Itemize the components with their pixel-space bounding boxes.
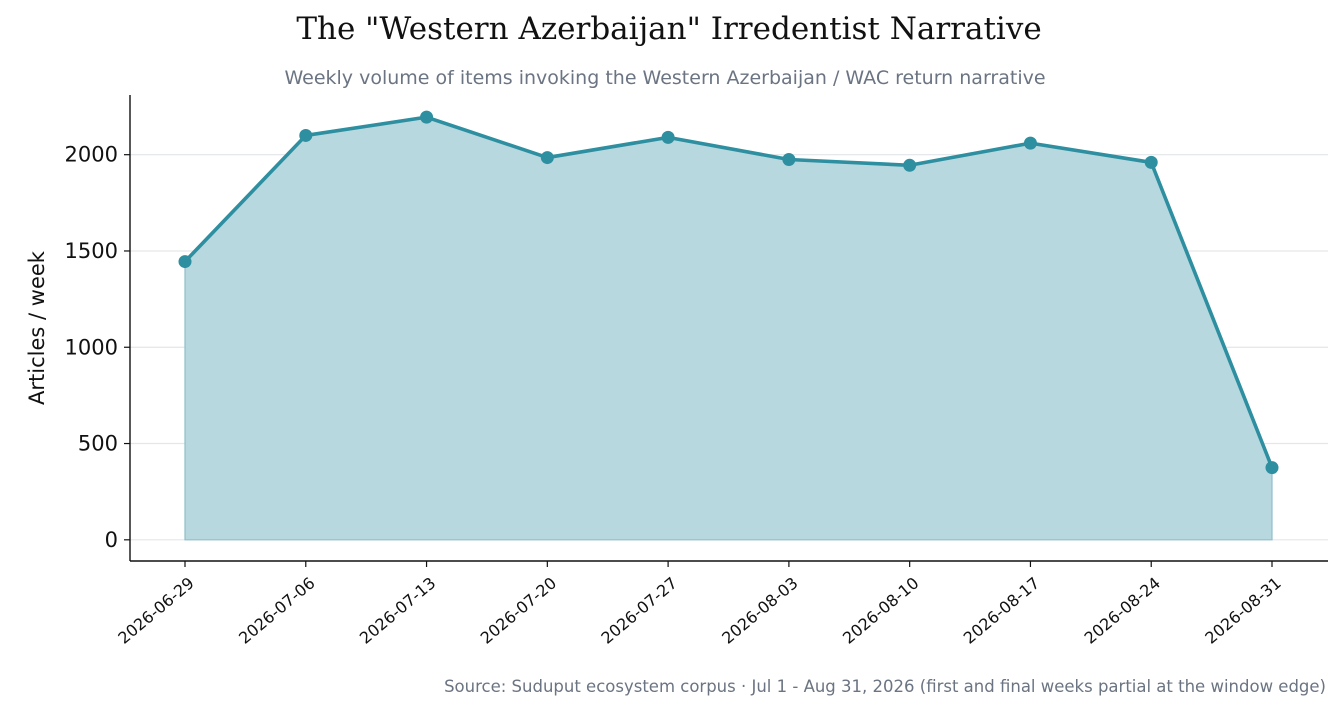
x-tick-label: 2026-07-20 bbox=[477, 573, 560, 647]
y-tick-label: 0 bbox=[105, 528, 118, 552]
data-points bbox=[178, 110, 1279, 475]
area-fill-layer bbox=[184, 116, 1273, 541]
data-point bbox=[178, 255, 192, 269]
x-tick-label: 2026-07-27 bbox=[597, 573, 680, 647]
y-tick-label: 1000 bbox=[65, 335, 118, 359]
source-note: Source: Suduput ecosystem corpus · Jul 1… bbox=[444, 677, 1326, 696]
series-line bbox=[183, 115, 1274, 469]
data-point bbox=[661, 130, 675, 144]
y-axis-ticks: 0 500 1000 1500 2000 bbox=[65, 143, 130, 552]
data-point bbox=[1023, 136, 1037, 150]
x-tick-label: 2026-07-06 bbox=[235, 573, 318, 647]
x-tick-label: 2026-08-24 bbox=[1081, 573, 1164, 647]
y-tick-label: 500 bbox=[78, 432, 118, 456]
y-axis-label: Articles / week bbox=[25, 250, 49, 405]
x-tick-label: 2026-07-13 bbox=[356, 573, 439, 647]
x-tick-label: 2026-08-10 bbox=[839, 573, 922, 647]
x-tick-label: 2026-06-29 bbox=[114, 573, 197, 647]
x-tick-label: 2026-08-31 bbox=[1201, 573, 1284, 647]
y-tick-label: 2000 bbox=[65, 143, 118, 167]
chart-subtitle: Weekly volume of items invoking the West… bbox=[284, 67, 1045, 89]
y-tick-label: 1500 bbox=[65, 239, 118, 263]
data-point bbox=[299, 128, 313, 142]
data-point bbox=[1265, 461, 1279, 475]
chart-title: The "Western Azerbaijan" Irredentist Nar… bbox=[296, 11, 1041, 47]
data-point bbox=[540, 151, 554, 165]
series-area bbox=[184, 116, 1273, 541]
series-line-layer bbox=[183, 115, 1274, 469]
data-point bbox=[420, 110, 434, 124]
data-point bbox=[903, 158, 917, 172]
x-tick-label: 2026-08-03 bbox=[718, 573, 801, 647]
data-point bbox=[782, 153, 796, 167]
x-axis-ticks: 2026-06-29 2026-07-06 2026-07-13 2026-07-20… bbox=[114, 561, 1285, 648]
x-tick-label: 2026-08-17 bbox=[960, 573, 1043, 647]
data-point bbox=[1144, 155, 1158, 169]
